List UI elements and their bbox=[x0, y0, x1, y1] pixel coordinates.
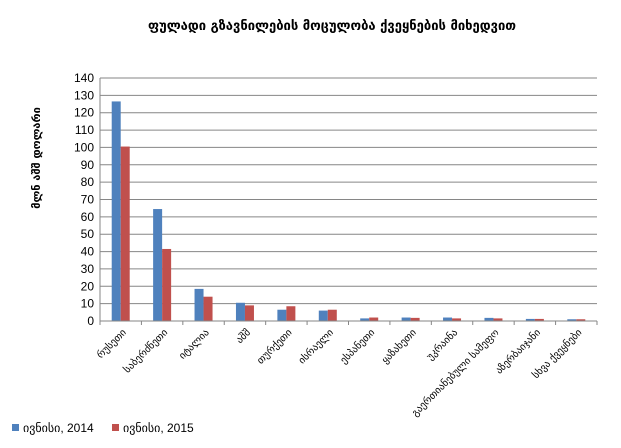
bar-2014 bbox=[235, 302, 245, 321]
category-label: ესპანეთი bbox=[338, 327, 378, 367]
bars bbox=[111, 101, 586, 321]
bar-2015 bbox=[162, 248, 172, 321]
bar-2014 bbox=[318, 310, 328, 321]
bar-2015 bbox=[203, 296, 213, 321]
y-tick-label: 80 bbox=[81, 175, 95, 189]
y-tick-label: 100 bbox=[74, 140, 94, 154]
category-label: უკრაინა bbox=[424, 327, 460, 363]
category-label: ყაზახეთი bbox=[379, 327, 418, 366]
y-tick-label: 40 bbox=[81, 245, 95, 259]
category-label: საბერძნეთი bbox=[121, 327, 170, 376]
legend-entry: ივნისი, 2014 bbox=[23, 421, 94, 435]
bar-2015 bbox=[410, 317, 420, 321]
bar-2015 bbox=[493, 318, 503, 321]
bar-2015 bbox=[286, 306, 296, 321]
category-label: ისრაელი bbox=[296, 327, 336, 367]
bar-2014 bbox=[111, 101, 121, 321]
bar-2015 bbox=[120, 146, 130, 321]
bar-2014 bbox=[567, 319, 577, 321]
y-tick-label: 90 bbox=[81, 158, 95, 172]
category-label: რუსეთი bbox=[94, 327, 128, 361]
legend-swatch bbox=[12, 424, 19, 431]
bar-2015 bbox=[244, 305, 254, 321]
y-tick-labels: 0 10 20 30 40 50 60 70 80 90 100 110 120 130 140 bbox=[74, 71, 94, 328]
y-tick-label: 140 bbox=[74, 71, 94, 85]
y-tick-label: 70 bbox=[81, 193, 95, 207]
y-tick-label: 120 bbox=[74, 106, 94, 120]
legend-entry: ივნისი, 2015 bbox=[123, 421, 194, 435]
y-tick-label: 110 bbox=[75, 123, 94, 137]
y-tick-label: 130 bbox=[74, 88, 94, 102]
category-label: იტალია bbox=[177, 327, 211, 361]
bar-2015 bbox=[327, 309, 337, 321]
y-tick-label: 60 bbox=[81, 210, 95, 224]
legend: ივნისი, 2014 ივნისი, 2015 bbox=[12, 421, 194, 435]
y-tick-label: 30 bbox=[81, 262, 95, 276]
gridlines bbox=[100, 77, 597, 305]
category-label: თურქეთი bbox=[254, 327, 294, 367]
y-tick-label: 0 bbox=[87, 314, 94, 328]
bar-2014 bbox=[194, 288, 204, 321]
y-tick-label: 20 bbox=[81, 279, 95, 293]
bar-2015 bbox=[452, 318, 462, 321]
category-label: აშშ bbox=[234, 327, 253, 346]
bar-2014 bbox=[525, 318, 535, 321]
bar-2014 bbox=[153, 209, 163, 321]
legend-swatch bbox=[112, 424, 119, 431]
bar-2014 bbox=[443, 317, 453, 321]
bar-2015 bbox=[369, 317, 379, 321]
axes bbox=[99, 78, 598, 325]
y-tick-label: 50 bbox=[81, 227, 95, 241]
bar-2014 bbox=[484, 317, 494, 321]
bar-2014 bbox=[401, 317, 411, 321]
chart-title: ფულადი გზავნილების მოცულობა ქვეყნების მი… bbox=[148, 19, 516, 34]
bar-2014 bbox=[360, 318, 370, 321]
category-label: გაერთიანებული სამეფო bbox=[409, 327, 501, 419]
bar-2015 bbox=[534, 318, 544, 321]
y-axis-label: მლნ აშშ დოლარი bbox=[30, 107, 43, 209]
y-tick-label: 10 bbox=[81, 297, 95, 311]
bar-2014 bbox=[277, 309, 287, 321]
bar-2015 bbox=[576, 319, 586, 321]
